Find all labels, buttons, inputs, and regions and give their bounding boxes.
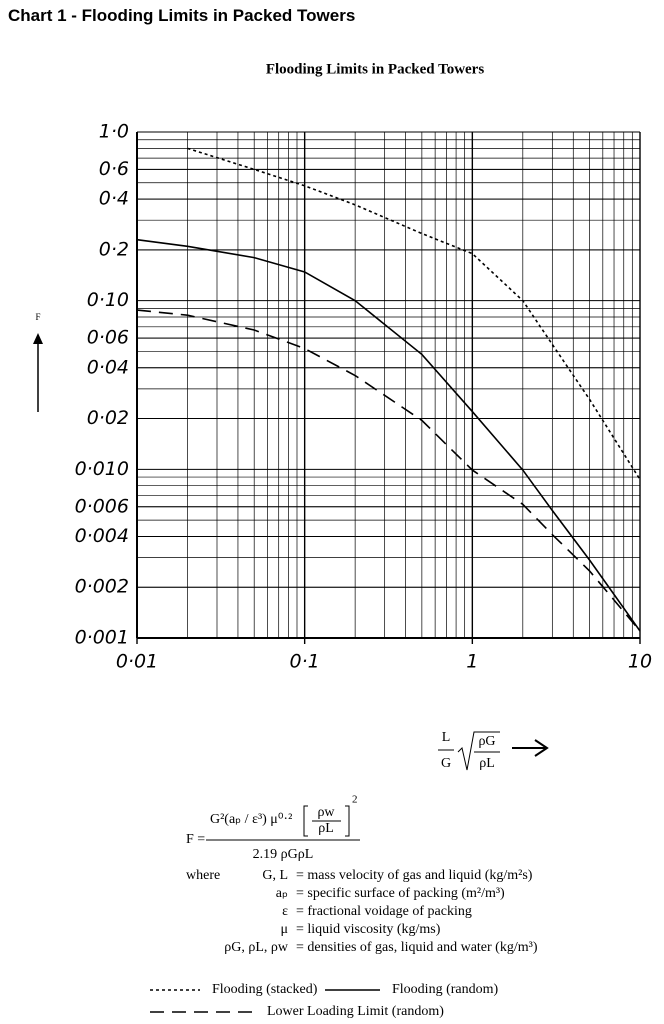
y-tick-label: 0·02: [87, 407, 129, 429]
definition-symbol: ε: [282, 904, 288, 919]
x-label-denominator: G: [441, 756, 451, 771]
x-tick-label: 0·01: [116, 651, 158, 673]
definition-text: = fractional voidage of packing: [296, 904, 472, 919]
x-tick-label: 10: [628, 651, 652, 673]
definition-symbol: ρG, ρL, ρw: [224, 940, 289, 955]
definition-symbol: G, L: [262, 868, 288, 883]
definition-symbol: aₚ: [276, 886, 288, 901]
where-label: where: [186, 868, 220, 883]
x-tick-label: 0·1: [290, 651, 320, 673]
y-tick-label: 0·001: [75, 627, 129, 649]
y-tick-label: 0·04: [87, 356, 129, 378]
formula-denominator: 2.19 ρGρL: [253, 847, 314, 862]
y-tick-label: 0·2: [99, 238, 129, 260]
definition-text: = mass velocity of gas and liquid (kg/m²…: [296, 868, 533, 883]
y-tick-label: 0·10: [87, 289, 129, 311]
page-heading: Chart 1 - Flooding Limits in Packed Towe…: [8, 6, 356, 25]
definition-text: = densities of gas, liquid and water (kg…: [296, 940, 538, 955]
x-label-numerator: L: [442, 730, 451, 745]
definition-symbol: μ: [280, 922, 288, 937]
y-tick-label: 0·006: [75, 495, 129, 517]
formula-bracket-numerator: ρw: [317, 805, 335, 820]
y-tick-label: 0·010: [75, 458, 129, 480]
y-tick-label: 0·002: [75, 576, 129, 598]
x-axis-arrowhead: [534, 739, 549, 757]
formula-lhs: F =: [186, 832, 205, 847]
series-line: [187, 147, 641, 480]
definition-text: = liquid viscosity (kg/ms): [296, 922, 441, 937]
y-tick-label: 0·6: [99, 158, 129, 180]
y-tick-label: 1·0: [99, 121, 129, 143]
y-tick-label: 0·004: [75, 525, 129, 547]
series-line: [136, 238, 641, 632]
x-tick-label: 1: [466, 651, 478, 673]
y-tick-label: 0·4: [99, 188, 129, 210]
definitions: G, L = mass velocity of gas and liquid (k…: [224, 868, 538, 955]
formula-power: 2: [352, 794, 358, 806]
y-axis-arrowhead: [33, 333, 43, 344]
y-tick-label: 0·06: [87, 327, 129, 349]
x-label-root-numerator: ρG: [478, 734, 495, 749]
legend-label: Lower Loading Limit (random): [267, 1004, 444, 1019]
chart-title: Flooding Limits in Packed Towers: [266, 61, 485, 77]
x-label-root: [457, 731, 500, 771]
formula-brackets: [303, 805, 350, 837]
legend-label: Flooding (random): [392, 982, 498, 997]
definition-text: = specific surface of packing (m²/m³): [296, 886, 505, 901]
y-axis-label: F: [35, 312, 40, 322]
legend: Flooding (stacked) Flooding (random) Lower…: [150, 982, 498, 1019]
formula-numerator: G²(aₚ / ε³) μ⁰·²: [210, 812, 292, 827]
series-line: [136, 309, 641, 632]
formula-bracket-denominator: ρL: [318, 821, 334, 836]
legend-label: Flooding (stacked): [212, 982, 318, 997]
x-label-root-denominator: ρL: [479, 756, 495, 771]
